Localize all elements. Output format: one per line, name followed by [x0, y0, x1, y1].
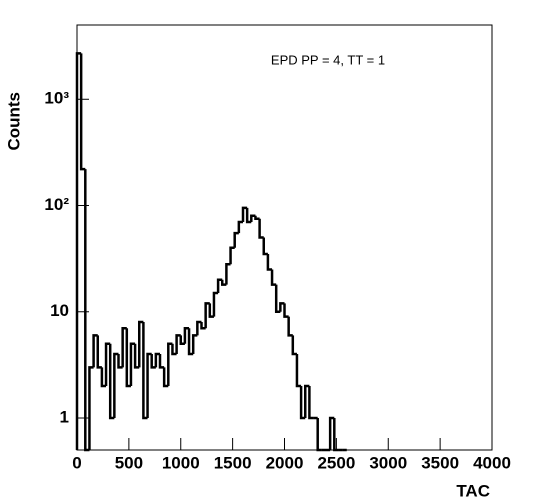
histogram-bin: [233, 231, 239, 248]
histogram-bin: [142, 322, 148, 420]
histogram-bin: [204, 302, 210, 329]
histogram-bin: [304, 384, 310, 419]
histogram-bin: [113, 352, 119, 419]
histogram-bin: [121, 326, 127, 368]
histogram-bin: [154, 352, 160, 368]
histogram-bin: [287, 316, 293, 337]
histogram-bin: [179, 335, 185, 345]
histogram-bin: [279, 302, 285, 312]
histogram-bin: [88, 366, 94, 450]
y-axis-label: Counts: [4, 92, 23, 151]
annotation: EPD PP = 4, TT = 1: [271, 52, 385, 67]
histogram-bin: [96, 335, 102, 369]
histogram-bin: [104, 342, 111, 387]
histogram-bin: [171, 343, 177, 356]
x-tick-label: 2500: [317, 453, 355, 472]
x-tick-label: 500: [115, 453, 143, 472]
histogram-bin: [241, 206, 248, 222]
histogram-bin: [162, 367, 169, 388]
histogram-bin: [254, 215, 260, 221]
y-tick-label: 10³: [44, 89, 69, 108]
histogram-bin: [299, 386, 306, 420]
histogram-bin: [187, 328, 194, 356]
y-tick-label: 10: [50, 301, 69, 320]
x-tick-label: 3500: [421, 453, 459, 472]
x-tick-label: 3000: [369, 453, 407, 472]
histogram-bin: [208, 303, 214, 318]
histogram-bin: [125, 328, 131, 388]
histogram-bin: [175, 334, 181, 355]
histogram-bin: [258, 218, 264, 239]
plot-frame: [76, 24, 493, 451]
x-tick-label: 1500: [214, 453, 252, 472]
histogram-bin: [212, 291, 219, 317]
histogram-bin: [196, 320, 202, 336]
histogram-bin: [237, 220, 243, 234]
histogram-bin: [225, 263, 231, 285]
histogram-bin: [283, 303, 289, 318]
y-tick-label: 1: [60, 407, 69, 426]
histogram-bin: [146, 352, 152, 419]
histogram-bin: [79, 53, 86, 171]
histogram-bin: [183, 326, 190, 344]
histogram-bin: [333, 418, 339, 452]
histogram-bin: [200, 322, 206, 330]
histogram-bin: [328, 416, 335, 450]
histogram-bin: [295, 354, 302, 388]
histogram-bin: [133, 343, 140, 369]
histogram-bin: [221, 279, 227, 286]
x-tick-label: 2000: [266, 453, 304, 472]
histogram-bin: [274, 284, 281, 314]
histogram-bin: [84, 169, 90, 452]
y-tick-label: 10²: [44, 195, 69, 214]
histogram-bin: [216, 278, 223, 294]
histogram-bin: [167, 342, 173, 387]
x-tick-label: 1000: [162, 453, 200, 472]
histogram-bin: [270, 269, 277, 286]
x-tick-label: 4000: [473, 453, 511, 472]
histogram-bin: [138, 320, 144, 368]
histogram-bin: [291, 335, 297, 356]
histogram-bin: [92, 334, 98, 368]
histogram-bin: [158, 354, 165, 369]
histogram-bin: [308, 386, 314, 420]
x-axis-label: TAC: [456, 481, 490, 500]
histogram-bin: [245, 207, 252, 224]
histogram-bin: [316, 418, 322, 452]
histogram-bin: [150, 354, 156, 369]
histogram-bin: [117, 354, 123, 369]
histogram-bin: [75, 52, 82, 450]
x-tick-label: 0: [72, 453, 81, 472]
histogram-bin: [191, 334, 198, 355]
histogram-bin: [108, 343, 115, 420]
histogram-bin: [266, 253, 273, 271]
histogram-bin: [129, 342, 136, 387]
histogram-bin: [229, 246, 235, 265]
histogram-bin: [250, 214, 256, 222]
histogram-bin: [262, 237, 268, 256]
histogram-bin: [100, 367, 107, 388]
